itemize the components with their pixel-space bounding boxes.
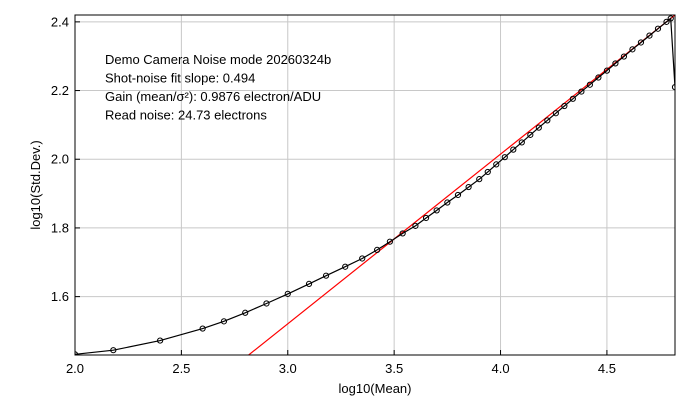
data-point bbox=[663, 18, 670, 25]
data-point bbox=[399, 230, 406, 237]
shot-noise-fit-line bbox=[247, 15, 675, 355]
data-point bbox=[342, 263, 349, 270]
x-axis-label: log10(Mean) bbox=[339, 381, 412, 396]
data-point bbox=[220, 318, 228, 325]
annotation-camera-mode: Demo Camera Noise mode 20260324b bbox=[105, 52, 331, 67]
data-point bbox=[518, 139, 525, 146]
plot-frame bbox=[74, 14, 676, 356]
y-tick-label: 2.4 bbox=[51, 14, 69, 29]
data-point bbox=[620, 53, 628, 60]
data-point bbox=[284, 290, 291, 297]
data-point bbox=[510, 146, 517, 153]
data-point bbox=[646, 32, 653, 39]
grid-lines bbox=[74, 15, 675, 355]
y-tick-label: 2.2 bbox=[51, 83, 69, 98]
data-point bbox=[578, 88, 585, 95]
x-tick-label: 3.0 bbox=[279, 361, 297, 376]
data-point bbox=[527, 131, 534, 138]
y-tick-label: 1.6 bbox=[51, 289, 69, 304]
data-point bbox=[242, 309, 249, 316]
x-tick-label: 4.0 bbox=[491, 361, 509, 376]
data-point bbox=[422, 214, 430, 222]
data-point bbox=[629, 46, 636, 53]
x-tick-label: 4.5 bbox=[598, 361, 616, 376]
data-point bbox=[535, 124, 542, 131]
data-point bbox=[374, 246, 381, 254]
data-point bbox=[476, 176, 483, 183]
data-point bbox=[612, 60, 619, 67]
data-point bbox=[552, 110, 559, 117]
y-tick-label: 2.0 bbox=[51, 152, 69, 167]
data-point bbox=[493, 161, 500, 168]
data-point bbox=[110, 347, 117, 354]
data-point bbox=[454, 191, 462, 199]
measured-curve bbox=[75, 17, 675, 355]
data-point bbox=[671, 84, 675, 91]
data-point bbox=[484, 168, 491, 176]
data-point bbox=[386, 238, 393, 245]
x-tick-label: 3.5 bbox=[385, 361, 403, 376]
fit-line-layer bbox=[247, 15, 675, 355]
x-tick-label: 2.0 bbox=[66, 361, 84, 376]
data-point bbox=[263, 300, 270, 307]
data-point bbox=[501, 154, 508, 161]
data-point bbox=[561, 102, 568, 110]
y-tick-label: 1.8 bbox=[51, 220, 69, 235]
annotation-read-noise: Read noise: 24.73 electrons bbox=[105, 108, 267, 123]
data-point bbox=[667, 15, 674, 22]
y-axis-label: log10(Std.Dev.) bbox=[28, 140, 43, 229]
data-point bbox=[637, 39, 645, 46]
data-point bbox=[199, 325, 206, 332]
data-point bbox=[322, 272, 330, 279]
data-point bbox=[305, 280, 313, 288]
data-point bbox=[359, 255, 366, 262]
data-point bbox=[603, 67, 611, 74]
data-point bbox=[586, 81, 593, 88]
data-point bbox=[465, 183, 472, 191]
annotation-fit-slope: Shot-noise fit slope: 0.494 bbox=[105, 71, 255, 86]
data-point bbox=[544, 117, 551, 124]
data-point bbox=[433, 207, 440, 214]
data-point bbox=[157, 337, 164, 344]
annotation-gain: Gain (mean/σ²): 0.9876 electron/ADU bbox=[105, 89, 321, 104]
data-point bbox=[444, 199, 451, 206]
data-point bbox=[569, 95, 576, 102]
tick-labels: 2.0 2.5 3.0 3.5 4.0 4.5 1.6 1.8 2.0 2.2 2.4 bbox=[51, 14, 616, 376]
data-point bbox=[595, 74, 602, 81]
data-point bbox=[654, 25, 662, 32]
x-tick-label: 2.5 bbox=[172, 361, 190, 376]
measured-series-layer bbox=[75, 15, 675, 355]
data-point bbox=[412, 222, 419, 229]
